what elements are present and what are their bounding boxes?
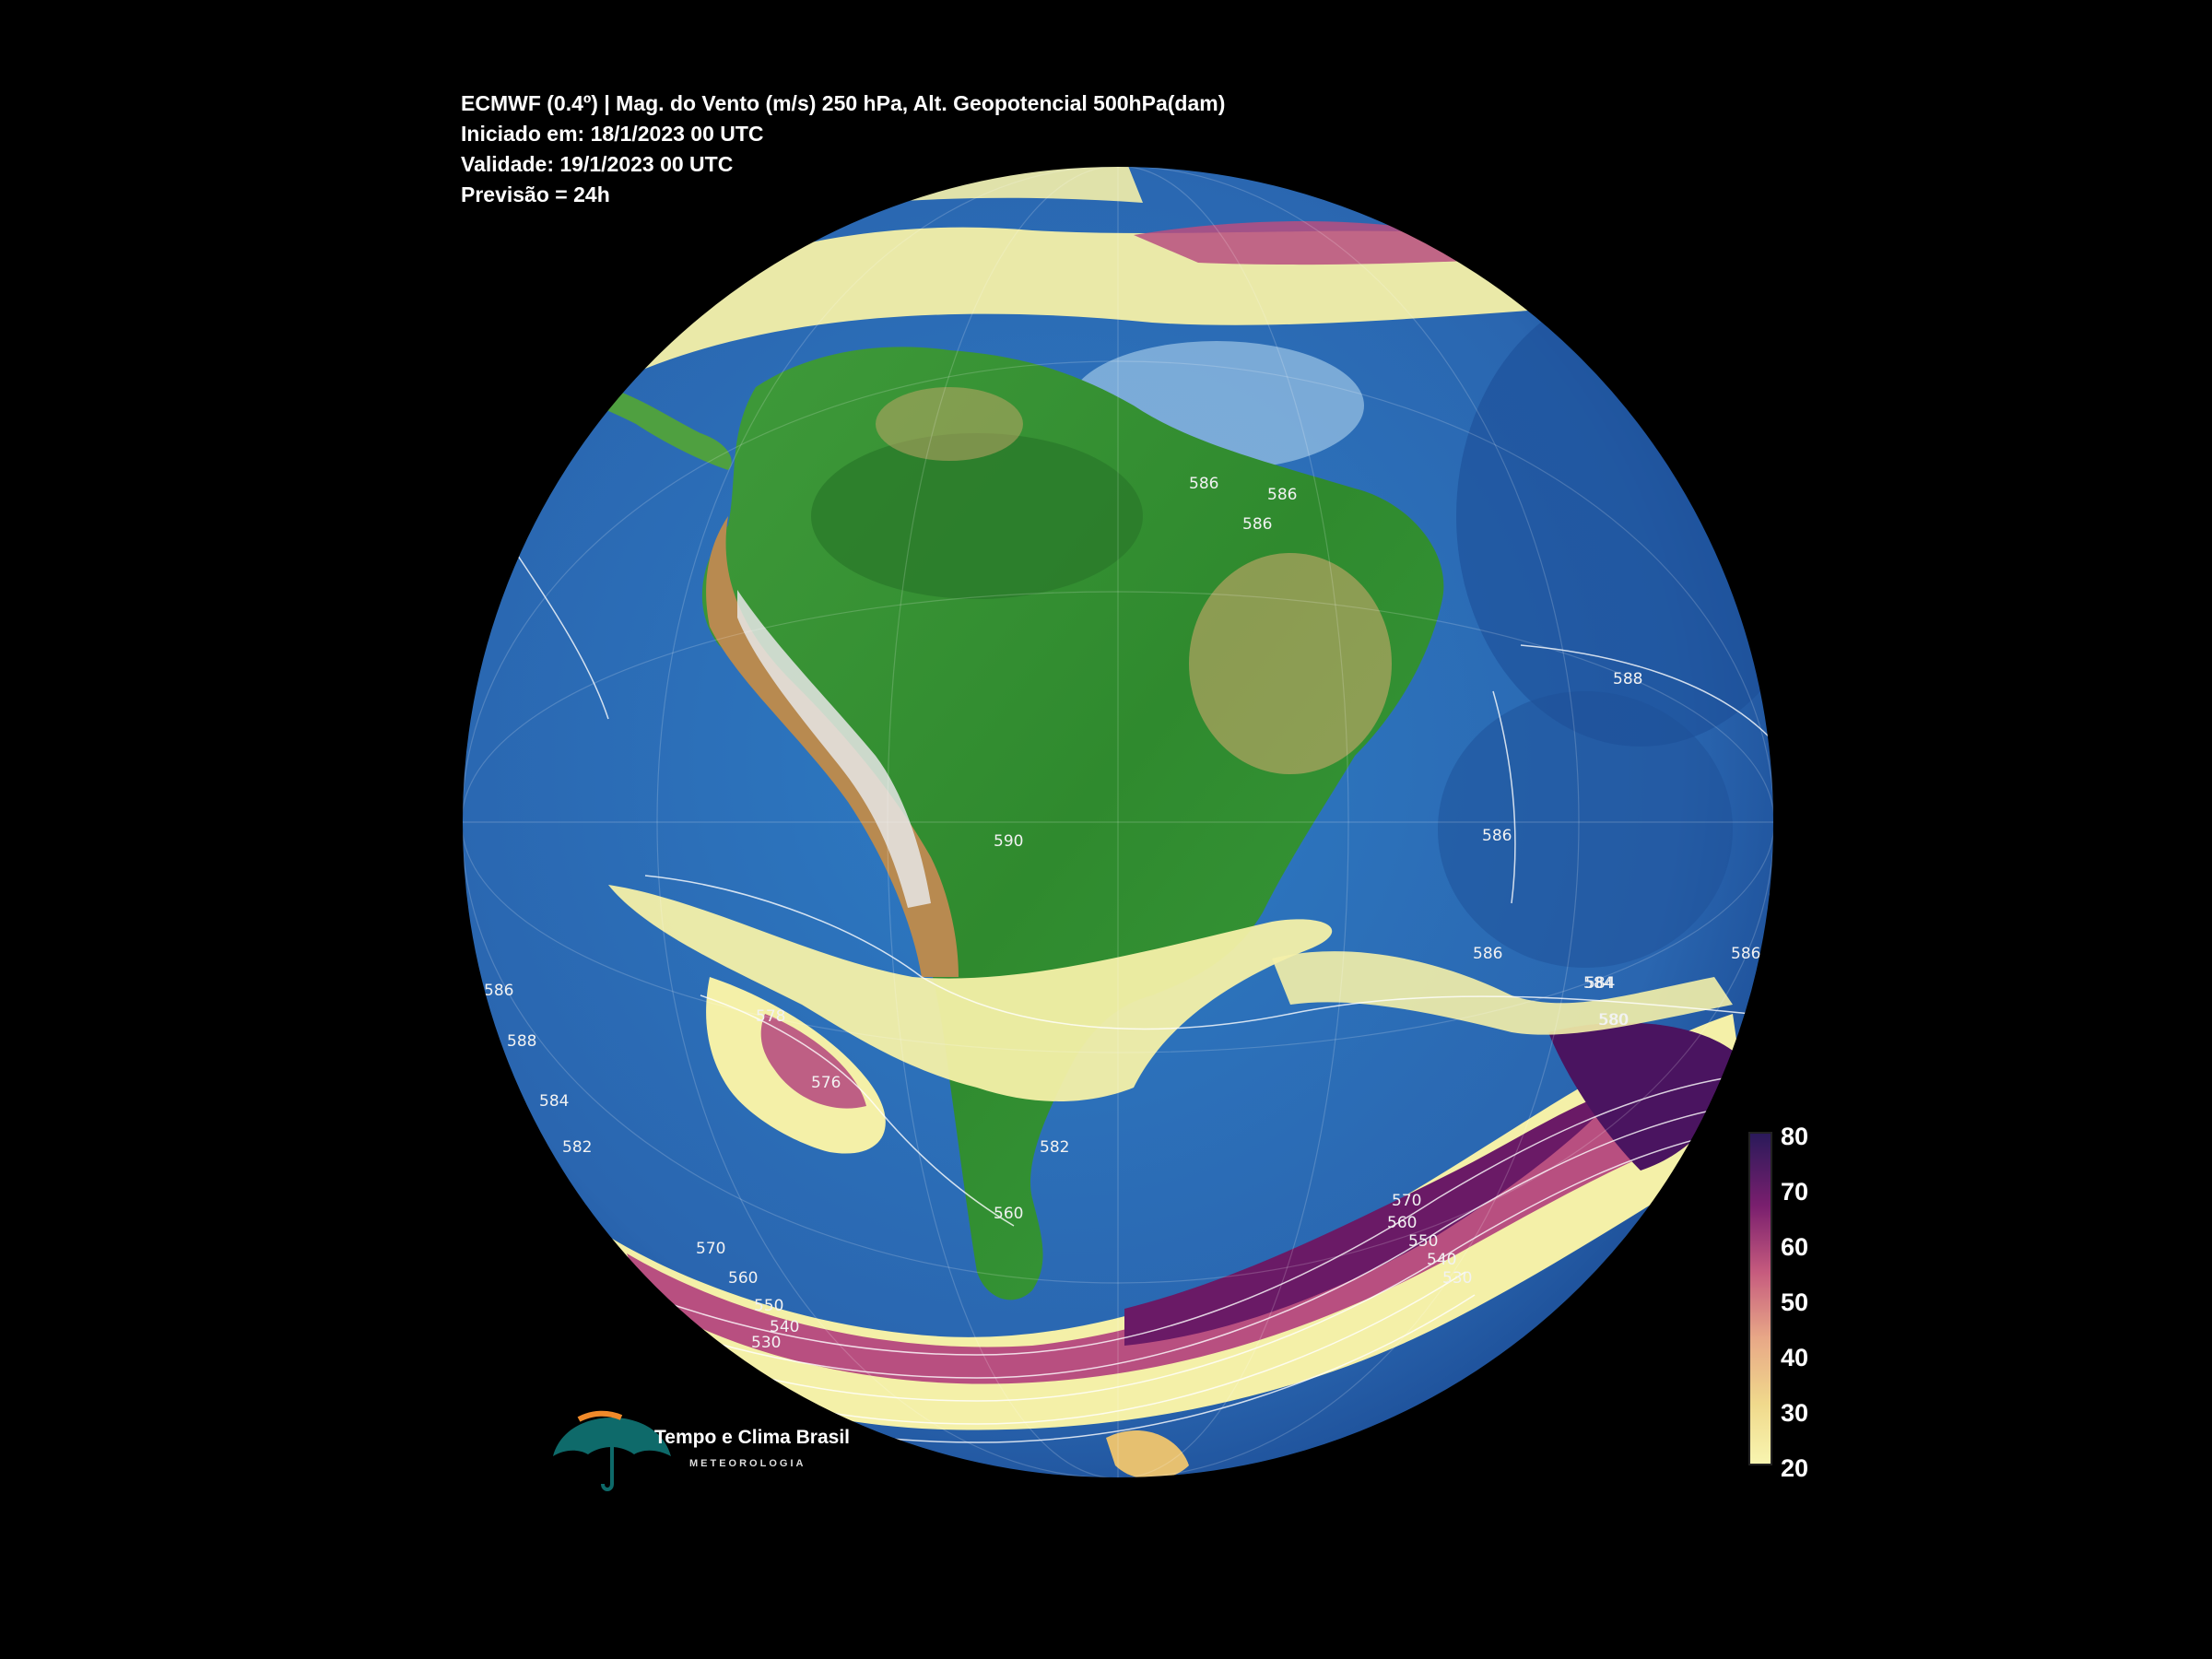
contour-label: 588	[507, 1032, 536, 1051]
contour-label: 586	[1731, 945, 1760, 963]
west-loop-core	[760, 1014, 866, 1109]
contour-label: 586	[1189, 475, 1218, 493]
contour-label: 580	[1598, 1011, 1628, 1030]
contour-label: 584	[1583, 974, 1613, 993]
globe-outline	[461, 165, 1775, 1479]
logo-name: Tempo e Clima Brasil	[654, 1427, 851, 1448]
colorbar-tick: 50	[1781, 1288, 1809, 1316]
contour-label: 586	[1242, 515, 1272, 534]
colorbar-tick: 30	[1781, 1399, 1809, 1427]
contour-label: 550	[754, 1297, 783, 1315]
southern-jet-max	[1124, 1088, 1622, 1346]
init-line: Iniciado em: 18/1/2023 00 UTC	[461, 122, 764, 146]
contour-label: 584	[539, 1092, 569, 1111]
contour-label: 584	[1585, 974, 1615, 993]
amazon-basin	[811, 433, 1143, 599]
contour-label: 560	[994, 1205, 1023, 1223]
wind-colorbar	[1748, 1132, 1772, 1465]
colorbar-tick: 60	[1781, 1233, 1809, 1261]
umbrella-logo-icon	[553, 1410, 671, 1491]
contour-label: 588	[1768, 891, 1797, 910]
colorbar-tick: 20	[1781, 1454, 1809, 1482]
title-line: ECMWF (0.4º) | Mag. do Vento (m/s) 250 h…	[461, 91, 1226, 115]
contour-label: 540	[770, 1318, 799, 1336]
east-jet-max	[1548, 1022, 1733, 1171]
contour-label: 560	[728, 1269, 758, 1288]
contour-label: 586	[1473, 945, 1502, 963]
valid-line: Validade: 19/1/2023 00 UTC	[461, 152, 734, 176]
contour-labels: 586 588 586 584 588 584 582 580 578 576 …	[484, 475, 1797, 1352]
contour-label: 576	[811, 1074, 841, 1092]
contour-label: 580	[1599, 1011, 1629, 1030]
contour-label: 578	[756, 1007, 785, 1026]
africa-edge	[1631, 258, 1774, 461]
contour-label: 570	[696, 1240, 725, 1258]
contour-label: 570	[1392, 1192, 1421, 1210]
contour-label: 560	[1387, 1214, 1417, 1232]
antarctic-peninsula	[1106, 1430, 1189, 1478]
north-jet-band	[516, 227, 1622, 479]
contour-label: 586	[1267, 486, 1297, 504]
map-header: ECMWF (0.4º) | Mag. do Vento (m/s) 250 h…	[461, 88, 1225, 210]
contour-label: 530	[1442, 1269, 1472, 1288]
contour-label: 540	[1427, 1251, 1456, 1269]
contour-label: 586	[484, 982, 513, 1000]
contour-label: 550	[1408, 1232, 1438, 1251]
colorbar-tick: 80	[1781, 1123, 1809, 1150]
contour-label: 582	[1040, 1138, 1069, 1157]
colorbar-tick: 70	[1781, 1178, 1809, 1206]
andes-snow	[737, 590, 931, 908]
guiana-highlands	[876, 387, 1023, 461]
brazil-highlands	[1189, 553, 1392, 774]
east-jet-band	[1272, 951, 1733, 1035]
geopotential-contours	[515, 552, 1771, 1443]
north-jet-core	[1134, 221, 1530, 265]
colorbar-tick: 40	[1781, 1344, 1809, 1371]
contour-label: 586	[1482, 827, 1512, 845]
contour-label: 588	[1613, 670, 1642, 688]
forecast-line: Previsão = 24h	[461, 182, 610, 206]
graticule	[462, 166, 1774, 1478]
contour-label: 590	[994, 832, 1023, 851]
contour-label: 530	[751, 1334, 781, 1352]
contour-label: 582	[562, 1138, 592, 1157]
south-jet-band-land	[608, 885, 1333, 1101]
logo-subtitle: METEOROLOGIA	[689, 1458, 806, 1469]
southern-jet-band	[553, 1014, 1751, 1430]
